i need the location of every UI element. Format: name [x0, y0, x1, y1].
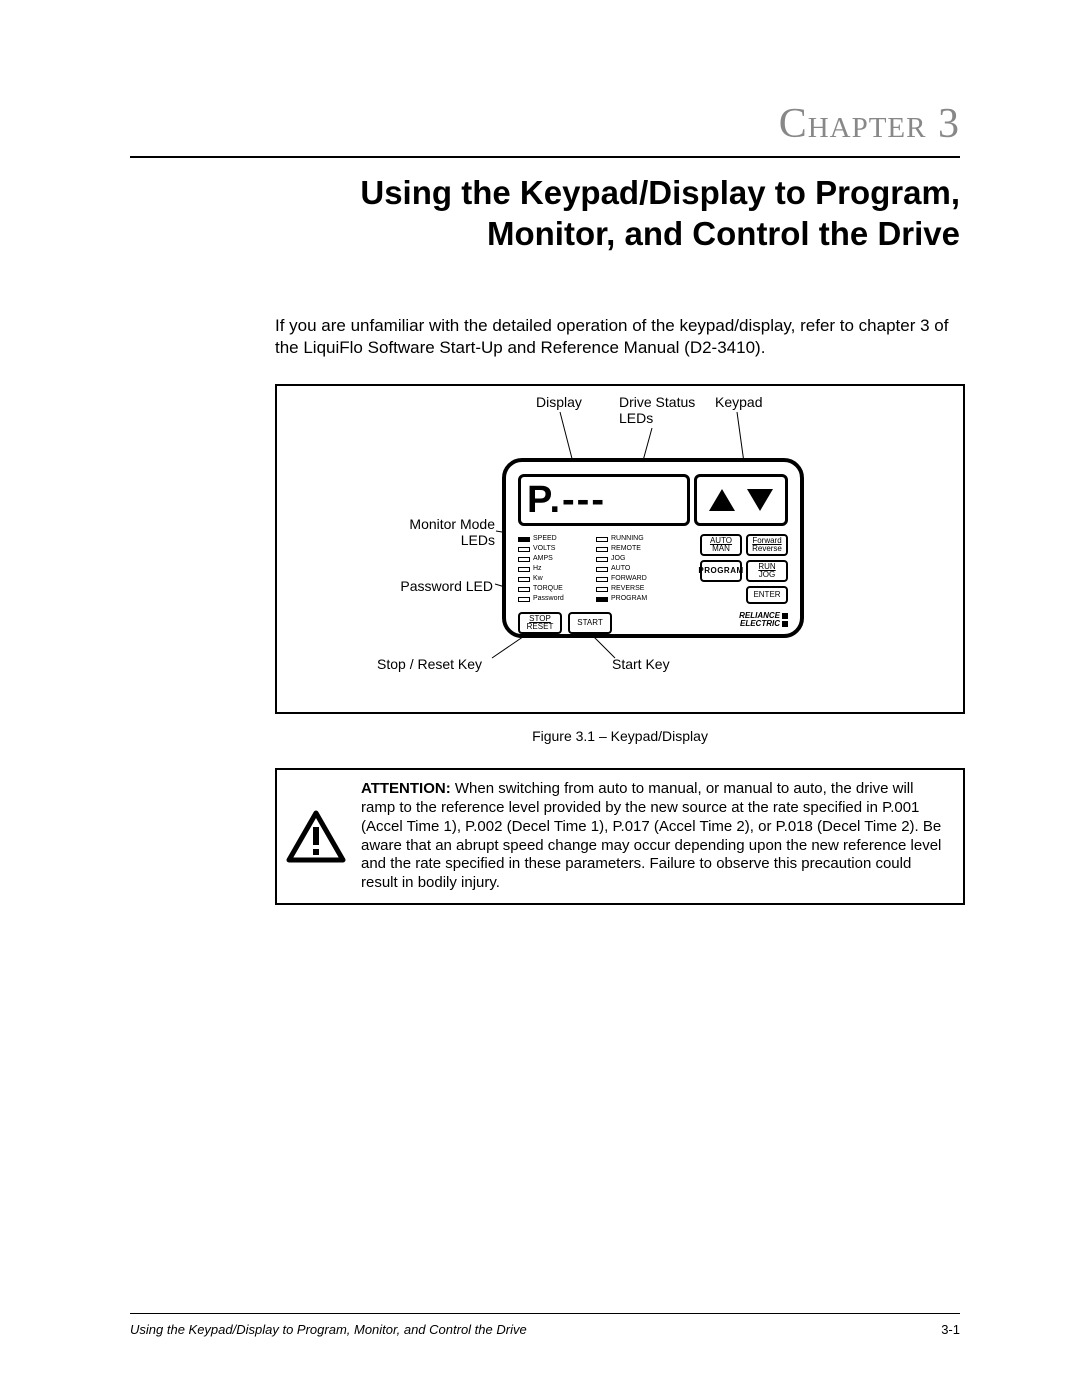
led-row: VOLTS [518, 544, 575, 554]
led-label: Kw [533, 575, 575, 584]
led-row: REVERSE [596, 584, 653, 594]
led-row: Hz [518, 564, 575, 574]
led-label: SPEED [533, 535, 575, 544]
attention-text: ATTENTION: When switching from auto to m… [355, 770, 963, 903]
chapter-label: Chapter 3 [130, 100, 960, 148]
led-indicator [518, 567, 530, 572]
callout-display: Display [536, 394, 582, 410]
callout-start: Start Key [612, 656, 670, 672]
keypad-device: P.--- SPEEDVOLTSAMPSHzKwTORQUEPassword R… [502, 458, 804, 638]
led-row: TORQUE [518, 584, 575, 594]
footer-page-number: 3-1 [941, 1322, 960, 1337]
led-label: TORQUE [533, 585, 575, 594]
led-indicator [596, 577, 608, 582]
rule-top [130, 156, 960, 158]
led-label: AMPS [533, 555, 575, 564]
led-indicator [596, 567, 608, 572]
stop-reset-button[interactable]: STOP RESET [518, 612, 562, 634]
led-indicator [518, 537, 530, 542]
led-indicator [596, 587, 608, 592]
led-row: Kw [518, 574, 575, 584]
lcd-screen: P.--- [518, 474, 690, 526]
callout-keypad: Keypad [715, 394, 762, 410]
led-label: REMOTE [611, 545, 653, 554]
callout-drive-status: Drive Status LEDs [619, 394, 695, 426]
title-line-1: Using the Keypad/Display to Program, [360, 174, 960, 211]
led-indicator [518, 557, 530, 562]
attention-label: ATTENTION: [361, 780, 451, 797]
program-button[interactable]: PROGRAM [700, 560, 742, 582]
screen-text: P.--- [521, 477, 687, 523]
status-led-grid: RUNNINGREMOTEJOGAUTOFORWARDREVERSEPROGRA… [596, 534, 653, 604]
led-row: REMOTE [596, 544, 653, 554]
led-row: AUTO [596, 564, 653, 574]
led-label: VOLTS [533, 545, 575, 554]
led-label: Hz [533, 565, 575, 574]
led-indicator [518, 547, 530, 552]
footer-title: Using the Keypad/Display to Program, Mon… [130, 1322, 527, 1337]
led-label: Password [533, 595, 575, 604]
led-label: FORWARD [611, 575, 653, 584]
down-arrow-icon[interactable] [745, 486, 775, 514]
led-indicator [596, 547, 608, 552]
attention-box: ATTENTION: When switching from auto to m… [275, 768, 965, 905]
callout-monitor-mode: Monitor Mode LEDs [395, 516, 495, 548]
forward-reverse-button[interactable]: Forward Reverse [746, 534, 788, 556]
start-button[interactable]: START [568, 612, 612, 634]
enter-button[interactable]: ENTER [746, 586, 788, 604]
led-indicator [596, 537, 608, 542]
warning-icon [277, 770, 355, 903]
led-indicator [518, 597, 530, 602]
callout-password-led: Password LED [393, 578, 493, 594]
figure-caption: Figure 3.1 – Keypad/Display [275, 728, 965, 744]
auto-man-button[interactable]: AUTO MAN [700, 534, 742, 556]
callout-stop-reset: Stop / Reset Key [377, 656, 482, 672]
intro-paragraph: If you are unfamiliar with the detailed … [275, 315, 960, 361]
title-line-2: Monitor, and Control the Drive [487, 215, 960, 252]
led-row: RUNNING [596, 534, 653, 544]
led-indicator [518, 587, 530, 592]
led-row: FORWARD [596, 574, 653, 584]
up-arrow-icon[interactable] [707, 486, 737, 514]
led-indicator [518, 577, 530, 582]
figure-box: Display Drive Status LEDs Keypad Monitor… [275, 384, 965, 714]
footer-rule [130, 1313, 960, 1314]
led-row: AMPS [518, 554, 575, 564]
monitor-led-grid: SPEEDVOLTSAMPSHzKwTORQUEPassword [518, 534, 575, 604]
led-label: JOG [611, 555, 653, 564]
page-footer: Using the Keypad/Display to Program, Mon… [130, 1313, 960, 1337]
run-jog-button[interactable]: RUN JOG [746, 560, 788, 582]
led-row: SPEED [518, 534, 575, 544]
led-indicator [596, 557, 608, 562]
led-label: PROGRAM [611, 595, 653, 604]
led-row: Password [518, 594, 575, 604]
arrow-keys[interactable] [694, 474, 788, 526]
chapter-title: Using the Keypad/Display to Program, Mon… [130, 172, 960, 255]
brand-label: RELIANCE ELECTRIC [739, 612, 788, 628]
led-label: AUTO [611, 565, 653, 574]
led-row: JOG [596, 554, 653, 564]
led-indicator [596, 597, 608, 602]
led-row: PROGRAM [596, 594, 653, 604]
led-label: REVERSE [611, 585, 653, 594]
led-label: RUNNING [611, 535, 653, 544]
